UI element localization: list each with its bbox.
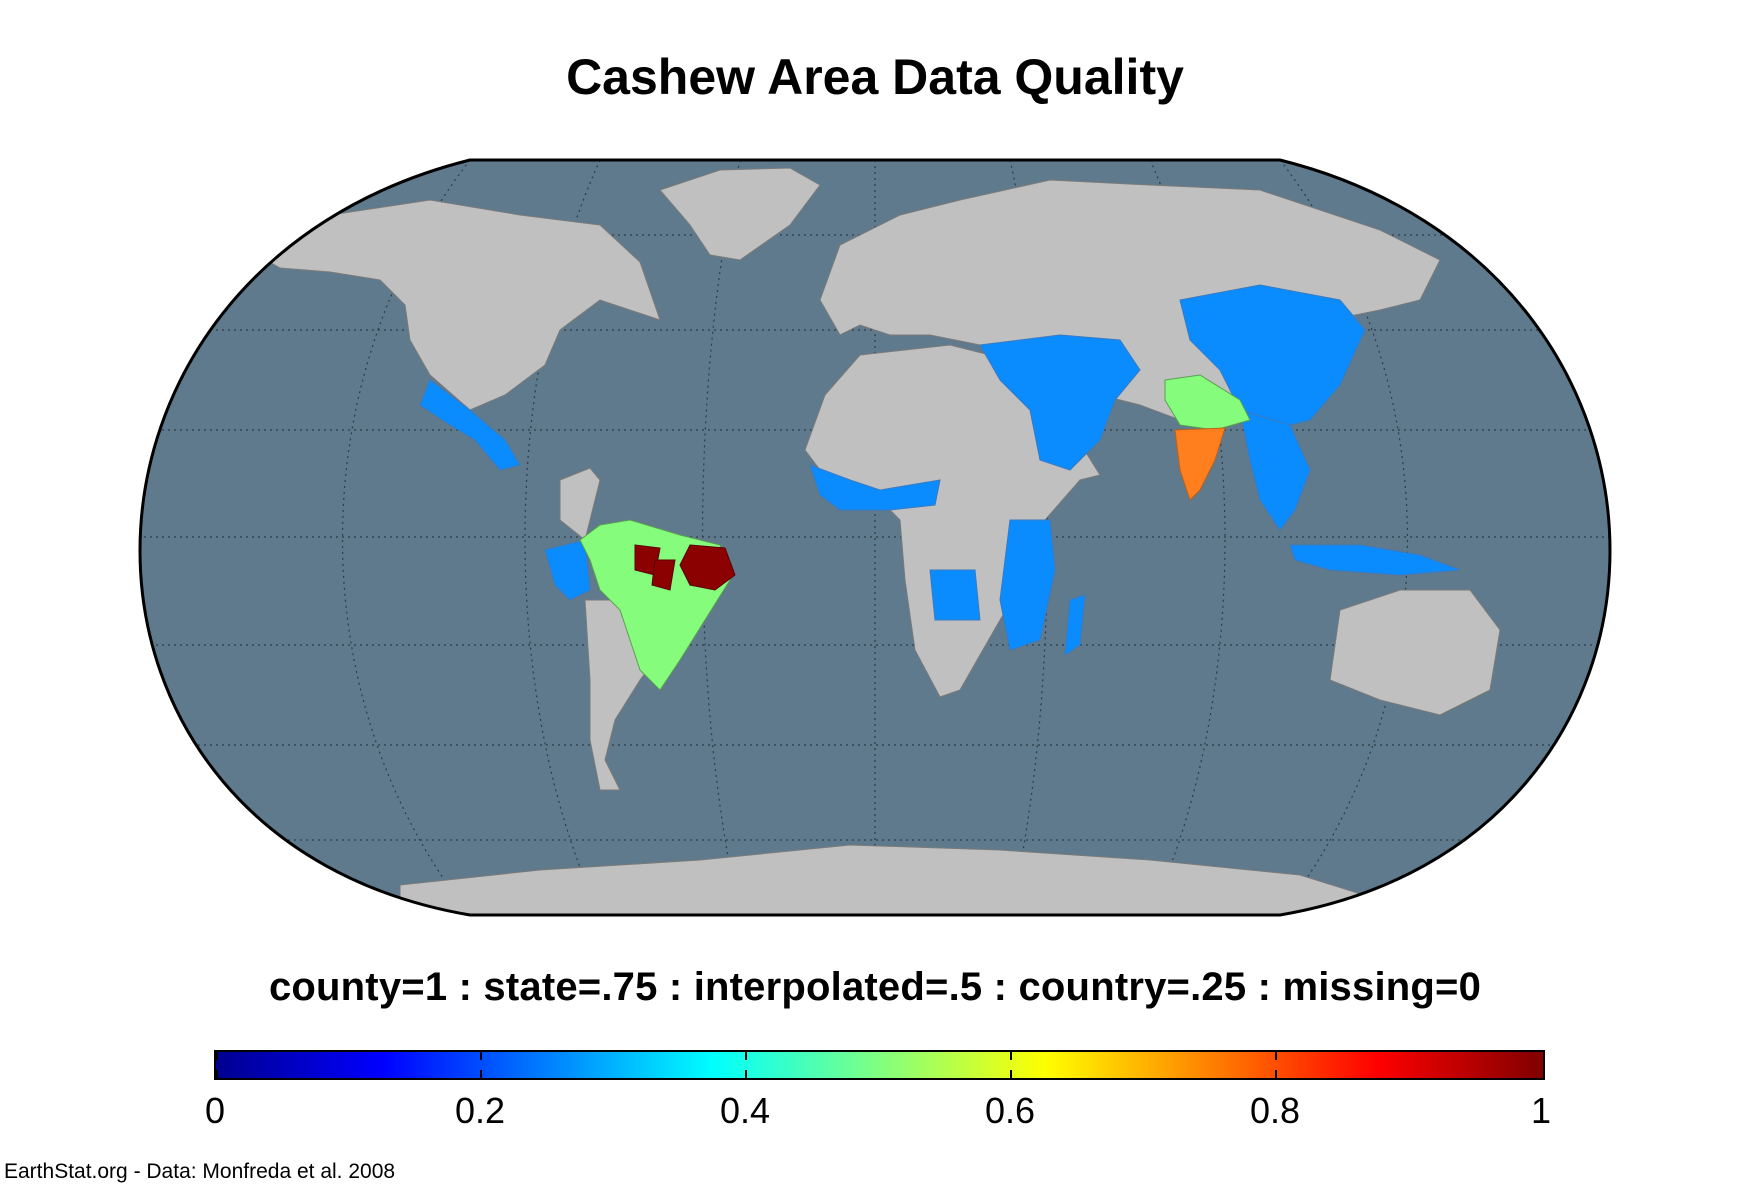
- colorbar-tick: [1275, 1070, 1277, 1078]
- south-america-north: [559, 467, 601, 541]
- colorbar-tick: [745, 1070, 747, 1078]
- region-east-africa: [999, 519, 1056, 651]
- colorbar-tick: [480, 1052, 482, 1060]
- map-title: Cashew Area Data Quality: [566, 49, 1184, 105]
- country-level-regions: [419, 284, 1461, 656]
- colorbar-tick-label: 0.4: [719, 1090, 771, 1131]
- credit-line: EarthStat.org - Data: Monfreda et al. 20…: [4, 1160, 396, 1183]
- greenland: [659, 167, 821, 261]
- antarctica: [399, 844, 1381, 915]
- colorbar-tick: [216, 1052, 218, 1060]
- colorbar-tick-label: 0.8: [1249, 1090, 1301, 1131]
- legend-caption: county=1 : state=.75 : interpolated=.5 :…: [268, 965, 1482, 1009]
- colorbar: [214, 1050, 1545, 1080]
- globe-outline: [138, 158, 1612, 917]
- colorbar-tick-label: 0.2: [454, 1090, 506, 1131]
- colorbar-tick: [216, 1070, 218, 1078]
- region-madagascar: [1064, 594, 1086, 656]
- region-angola: [929, 569, 981, 621]
- graticule: [140, 160, 1610, 915]
- colorbar-tick-label: 0.6: [984, 1090, 1036, 1131]
- county-level-regions: [634, 544, 736, 591]
- colorbar-tick: [480, 1070, 482, 1078]
- region-china: [1179, 284, 1366, 431]
- region-middle-east: [979, 334, 1141, 471]
- colorbar-tick: [1010, 1052, 1012, 1060]
- region-indonesia: [1289, 544, 1461, 576]
- region-south-india: [1174, 427, 1226, 501]
- land-no-data: [238, 167, 1501, 915]
- world-map: [138, 158, 1612, 917]
- colorbar-tick: [1275, 1052, 1277, 1060]
- state-level-regions: [1174, 427, 1226, 501]
- region-west-africa: [809, 464, 941, 511]
- region-mexico-central-america: [419, 379, 521, 471]
- region-northeast-brazil: [679, 544, 736, 591]
- colorbar-tick-label: 0: [204, 1090, 226, 1131]
- australia: [1329, 589, 1501, 716]
- colorbar-tick: [1010, 1070, 1012, 1078]
- region-north-india: [1164, 374, 1251, 431]
- region-peru: [544, 539, 591, 601]
- region-amazon-county-b: [651, 559, 676, 591]
- colorbar-tick-label: 1: [1530, 1090, 1552, 1131]
- colorbar-tick: [745, 1052, 747, 1060]
- north-america: [238, 199, 661, 411]
- region-southeast-asia: [1239, 409, 1311, 531]
